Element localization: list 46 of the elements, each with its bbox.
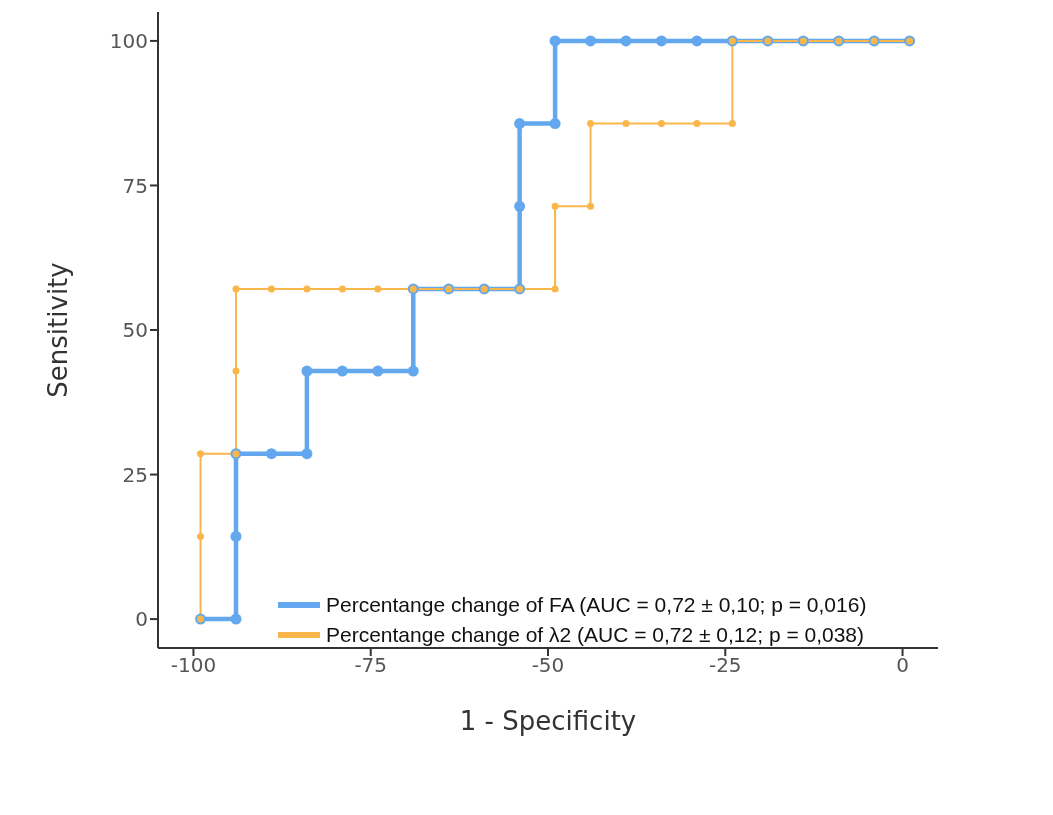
point [232,367,240,375]
point [585,35,597,47]
legend-label: Percentange change of FA (AUC = 0,72 ± 0,10; p = 0,016) [326,593,867,617]
point [587,202,595,210]
y-tick-label: 0 [135,607,148,632]
legend-label: Percentange change of λ2 (AUC = 0,72 ± 0,12; p = 0,038) [326,623,865,647]
x-tick-label: -25 [708,653,742,678]
point [693,120,701,128]
point [620,35,632,47]
point [551,285,559,293]
y-tick-label: 25 [122,462,148,487]
point [728,120,736,128]
point [549,35,561,47]
point [407,365,419,377]
point [301,365,313,377]
x-tick-label: -75 [354,653,388,678]
point [657,120,665,128]
point [587,120,595,128]
point [691,35,703,47]
point [301,448,313,460]
point [336,365,348,377]
point [230,613,242,625]
point [265,448,277,460]
y-tick-label: 75 [122,173,148,198]
x-tick-label: 0 [896,653,909,678]
y-tick-label: 50 [122,318,148,343]
point [514,118,526,130]
point [622,120,630,128]
x-axis-title: 1 - Specificity [459,706,637,736]
point [372,365,384,377]
point [374,285,382,293]
point [230,530,242,542]
x-tick-label: -50 [531,653,565,678]
point [197,450,205,458]
point [232,285,240,293]
point [338,285,346,293]
y-axis-title: Sensitivity [43,262,74,398]
point [267,285,275,293]
point [514,200,526,212]
point [551,202,559,210]
x-tick-label: -100 [170,653,217,678]
point [197,532,205,540]
point [303,285,311,293]
point [549,118,561,130]
y-tick-label: 100 [109,29,148,54]
point [655,35,667,47]
